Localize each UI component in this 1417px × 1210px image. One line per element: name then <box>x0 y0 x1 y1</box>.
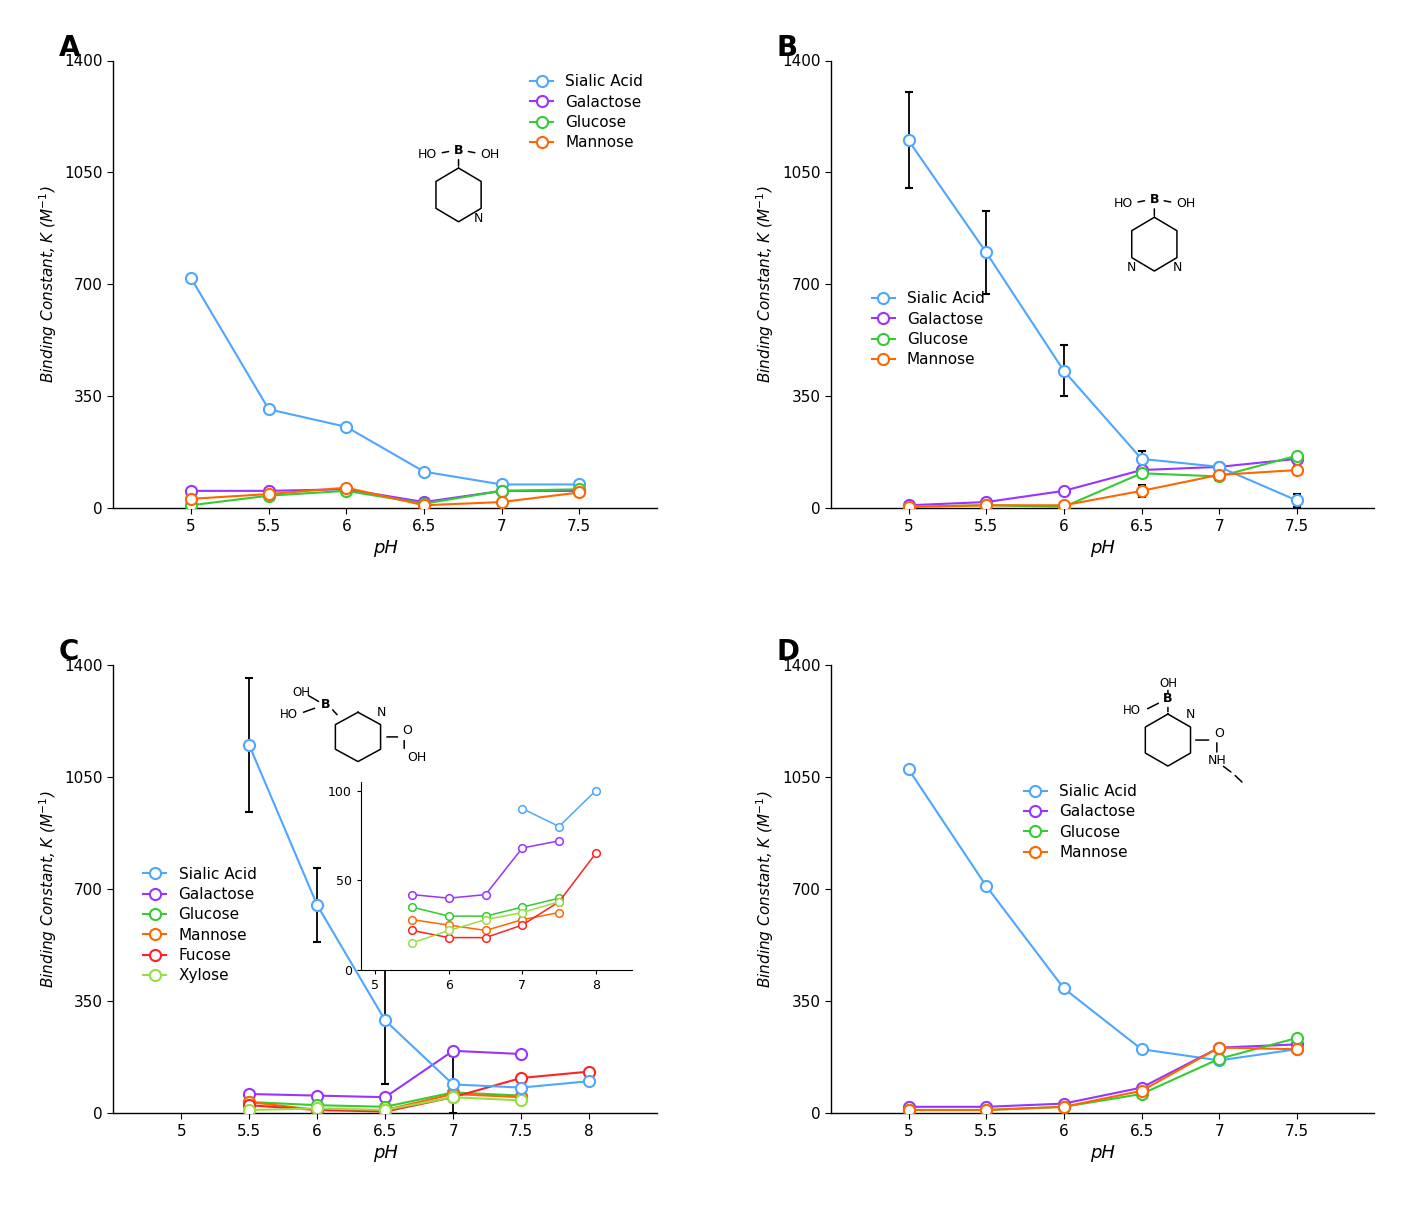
Text: B: B <box>777 34 798 62</box>
Text: C: C <box>60 639 79 667</box>
Legend: Sialic Acid, Galactose, Glucose, Mannose, Fucose, Xylose: Sialic Acid, Galactose, Glucose, Mannose… <box>137 860 262 990</box>
Text: B: B <box>453 144 463 156</box>
Text: A: A <box>60 34 81 62</box>
Text: N: N <box>1127 261 1136 273</box>
Text: OH: OH <box>292 686 310 698</box>
Text: O: O <box>1214 727 1224 739</box>
Text: B: B <box>1149 192 1159 206</box>
Y-axis label: Binding Constant, K (M$^{-1}$): Binding Constant, K (M$^{-1}$) <box>755 790 777 987</box>
Y-axis label: Binding Constant, K (M$^{-1}$): Binding Constant, K (M$^{-1}$) <box>755 186 777 384</box>
X-axis label: pH: pH <box>373 540 398 558</box>
Text: N: N <box>1172 261 1182 273</box>
Legend: Sialic Acid, Galactose, Glucose, Mannose: Sialic Acid, Galactose, Glucose, Mannose <box>866 286 990 374</box>
X-axis label: pH: pH <box>1090 1145 1115 1162</box>
Legend: Sialic Acid, Galactose, Glucose, Mannose: Sialic Acid, Galactose, Glucose, Mannose <box>1017 778 1144 866</box>
Text: N: N <box>377 705 385 719</box>
Text: D: D <box>777 639 799 667</box>
Text: B: B <box>320 698 330 711</box>
X-axis label: pH: pH <box>1090 540 1115 558</box>
X-axis label: pH: pH <box>373 1145 398 1162</box>
Text: OH: OH <box>407 750 427 764</box>
Text: HO: HO <box>281 708 298 721</box>
Text: OH: OH <box>480 148 500 161</box>
Text: B: B <box>1163 692 1173 705</box>
Text: N: N <box>473 212 483 225</box>
Text: HO: HO <box>418 148 436 161</box>
Text: HO: HO <box>1122 703 1141 716</box>
Text: OH: OH <box>1176 197 1196 211</box>
Text: N: N <box>1186 708 1196 721</box>
Text: NH: NH <box>1207 754 1226 767</box>
Text: O: O <box>402 724 412 737</box>
Y-axis label: Binding Constant, K (M$^{-1}$): Binding Constant, K (M$^{-1}$) <box>37 790 60 987</box>
Legend: Sialic Acid, Galactose, Glucose, Mannose: Sialic Acid, Galactose, Glucose, Mannose <box>524 68 649 156</box>
Text: HO: HO <box>1114 197 1132 211</box>
Y-axis label: Binding Constant, K (M$^{-1}$): Binding Constant, K (M$^{-1}$) <box>37 186 60 384</box>
Text: OH: OH <box>1159 676 1178 690</box>
